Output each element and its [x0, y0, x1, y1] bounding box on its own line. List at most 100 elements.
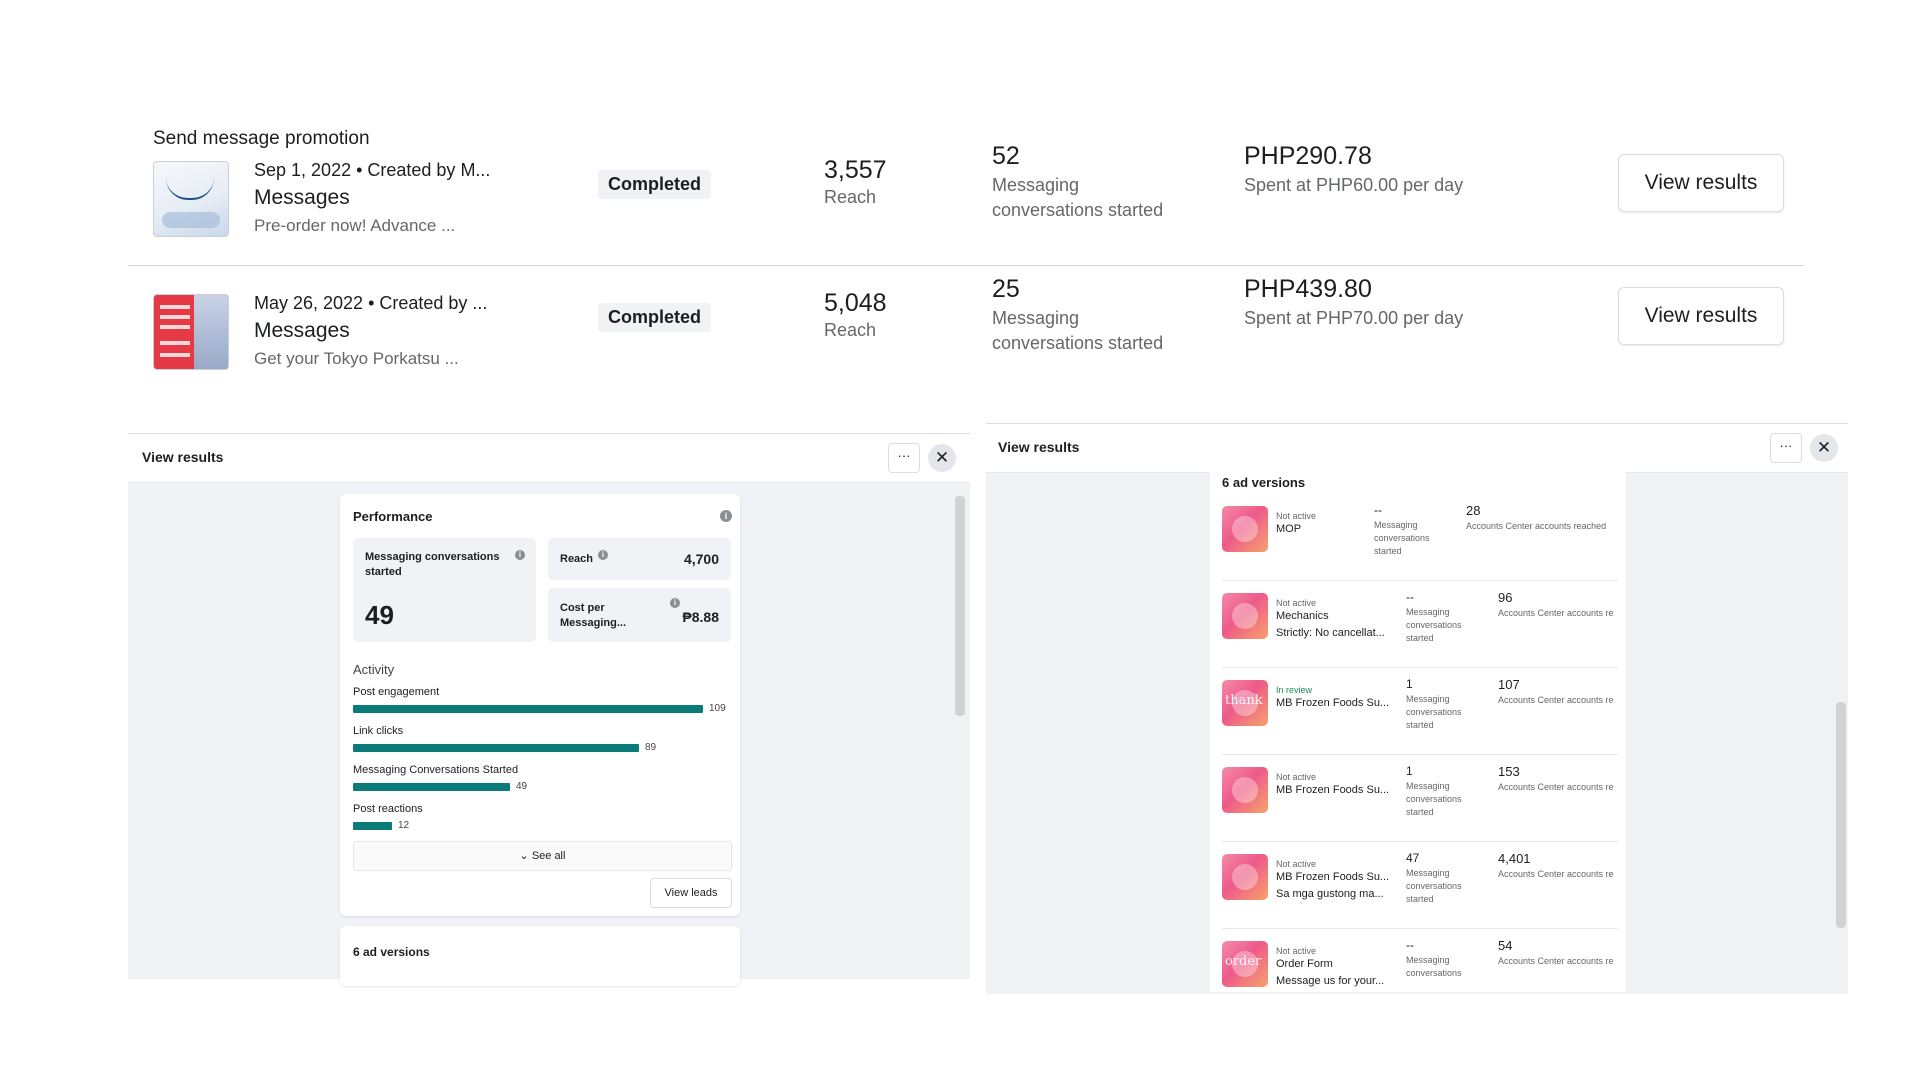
promotion-date-creator: Sep 1, 2022 • Created by M... [254, 160, 491, 180]
ad-name: MB Frozen Foods Su... [1276, 697, 1390, 709]
ad-versions-title: 6 ad versions [1222, 475, 1306, 490]
ad-thumbnail [1222, 767, 1268, 813]
ad-conversations: 47 Messaging conversations started [1406, 851, 1476, 906]
conversations-value: 25 [992, 275, 1020, 303]
ad-reach-value: 107 [1498, 677, 1520, 692]
scrollbar[interactable] [1836, 702, 1846, 928]
more-options-button[interactable]: ··· [1770, 433, 1802, 463]
ad-version-item[interactable]: Not active MB Frozen Foods Su... Sa mga gu… [1222, 842, 1618, 929]
spent-value: PHP439.80 [1244, 275, 1372, 303]
ad-reach-value: 4,401 [1498, 851, 1531, 866]
promotion-date-creator: May 26, 2022 • Created by ... [254, 293, 488, 313]
ad-conversations-label: Messaging conversations started [1374, 520, 1430, 556]
ad-reach-label: Accounts Center accounts re [1498, 869, 1614, 879]
ad-conversations-label: Messaging conversations started [1406, 694, 1462, 730]
panel-header: View results ··· ✕ [986, 424, 1848, 473]
ad-conversations-value: 47 [1406, 851, 1420, 865]
promotion-meta: May 26, 2022 • Created by ... Messages G… [254, 293, 487, 369]
ad-version-item[interactable]: Not active Mechanics Strictly: No cancella… [1222, 581, 1618, 668]
ad-reach: 96 Accounts Center accounts re [1498, 590, 1626, 618]
promotion-type-header: Send message promotion [153, 128, 370, 149]
ad-conversations: 1 Messaging conversations started [1406, 677, 1476, 732]
ad-version-item[interactable]: order Not active Order Form Message us for … [1222, 929, 1618, 992]
promotion-row[interactable]: May 26, 2022 • Created by ... Messages G… [128, 275, 1804, 409]
ad-version-item[interactable]: thank In review MB Frozen Foods Su... 1 Mess… [1222, 668, 1618, 755]
ad-conversations: -- Messaging conversations [1406, 938, 1476, 980]
ad-reach: 153 Accounts Center accounts re [1498, 764, 1626, 792]
ad-reach: 54 Accounts Center accounts re [1498, 938, 1626, 966]
spent-value: PHP290.78 [1244, 142, 1372, 170]
close-icon[interactable]: ✕ [928, 444, 956, 472]
metric-conversations: Messaging conversations started i 49 [353, 538, 536, 642]
ad-reach-value: 54 [1498, 938, 1513, 953]
activity-bar [353, 744, 639, 752]
promotion-description: Get your Tokyo Porkatsu ... [254, 349, 459, 368]
ad-conversations-value: -- [1406, 938, 1414, 952]
conversations-value: 52 [992, 142, 1020, 170]
status-badge: Completed [598, 170, 712, 199]
activity-label: Link clicks [353, 725, 404, 737]
promotion-type: Messages [254, 319, 350, 342]
ad-conversations: -- Messaging conversations started [1374, 503, 1444, 558]
metric-label: Reach [560, 553, 594, 565]
ad-subtitle: Sa mga gustong ma... [1276, 888, 1384, 900]
promotion-meta: Sep 1, 2022 • Created by M... Messages P… [254, 160, 490, 236]
activity-item: Link clicks 89 [353, 725, 733, 753]
activity-label: Post reactions [353, 803, 423, 815]
view-results-button[interactable]: View results [1618, 287, 1784, 345]
performance-card: Performance i Messaging conversations st… [340, 494, 740, 916]
conversations-label: Messaging conversations started [992, 175, 1164, 220]
more-options-button[interactable]: ··· [888, 443, 920, 473]
ad-name: MB Frozen Foods Su... [1276, 871, 1390, 883]
info-icon[interactable]: i [515, 550, 525, 560]
ad-name: Order Form [1276, 958, 1333, 970]
ad-thumbnail: thank [1222, 680, 1268, 726]
ad-version-item[interactable]: Not active MOP -- Messaging conversations s… [1222, 494, 1618, 581]
reach-value: 3,557 [824, 156, 887, 184]
ad-conversations-label: Messaging conversations started [1406, 781, 1462, 817]
ad-thumbnail [153, 294, 229, 370]
spent-metric: PHP439.80 Spent at PHP70.00 per day [1244, 275, 1474, 331]
thumbnail-text: thank [1225, 693, 1263, 708]
info-icon[interactable]: i [670, 598, 680, 608]
activity-value: 49 [516, 781, 528, 792]
panel-title: View results [998, 439, 1080, 455]
ad-reach: 28 Accounts Center accounts reached [1466, 503, 1626, 531]
view-leads-button[interactable]: View leads [650, 878, 732, 908]
ad-subtitle: Message us for your... [1276, 975, 1385, 987]
spent-label: Spent at PHP60.00 per day [1244, 175, 1464, 195]
view-results-button[interactable]: View results [1618, 154, 1784, 212]
metric-value: 4,700 [683, 551, 719, 567]
ad-conversations: -- Messaging conversations started [1406, 590, 1476, 645]
ad-conversations-label: Messaging conversations [1406, 955, 1462, 978]
ad-versions-title: 6 ad versions [353, 945, 430, 959]
ad-thumbnail [1222, 506, 1268, 552]
info-icon[interactable]: i [720, 510, 732, 522]
info-icon[interactable]: i [598, 550, 608, 560]
panel-title: View results [142, 449, 224, 465]
performance-title: Performance [353, 509, 433, 524]
reach-value: 5,048 [824, 289, 887, 317]
ad-conversations-label: Messaging conversations started [1406, 868, 1462, 904]
activity-label: Messaging Conversations Started [353, 764, 519, 776]
panel-header: View results ··· ✕ [128, 434, 970, 483]
close-icon[interactable]: ✕ [1810, 434, 1838, 462]
ad-version-item[interactable]: Not active MB Frozen Foods Su... 1 Messagin… [1222, 755, 1618, 842]
scrollbar[interactable] [955, 496, 965, 716]
see-all-button[interactable]: ⌄ See all [353, 841, 732, 871]
see-all-label: See all [531, 850, 566, 862]
activity-bar [353, 783, 510, 791]
metric-cost-per-conversation: Cost per Messaging... i ₱8.88 [548, 588, 731, 642]
activity-bar [353, 822, 392, 830]
status-badge: Completed [598, 303, 712, 332]
results-panel-performance: View results ··· ✕ Performance i Messagi… [128, 433, 970, 986]
ad-reach-label: Accounts Center accounts re [1498, 956, 1614, 966]
ad-reach-value: 96 [1498, 590, 1513, 605]
ad-reach-value: 28 [1466, 503, 1481, 518]
ad-thumbnail [153, 161, 229, 237]
ad-status: Not active [1276, 946, 1317, 956]
thumbnail-text: order [1225, 954, 1262, 969]
ad-thumbnail [1222, 593, 1268, 639]
promotion-row[interactable]: Sep 1, 2022 • Created by M... Messages P… [128, 142, 1804, 276]
reach-label: Reach [824, 320, 877, 340]
